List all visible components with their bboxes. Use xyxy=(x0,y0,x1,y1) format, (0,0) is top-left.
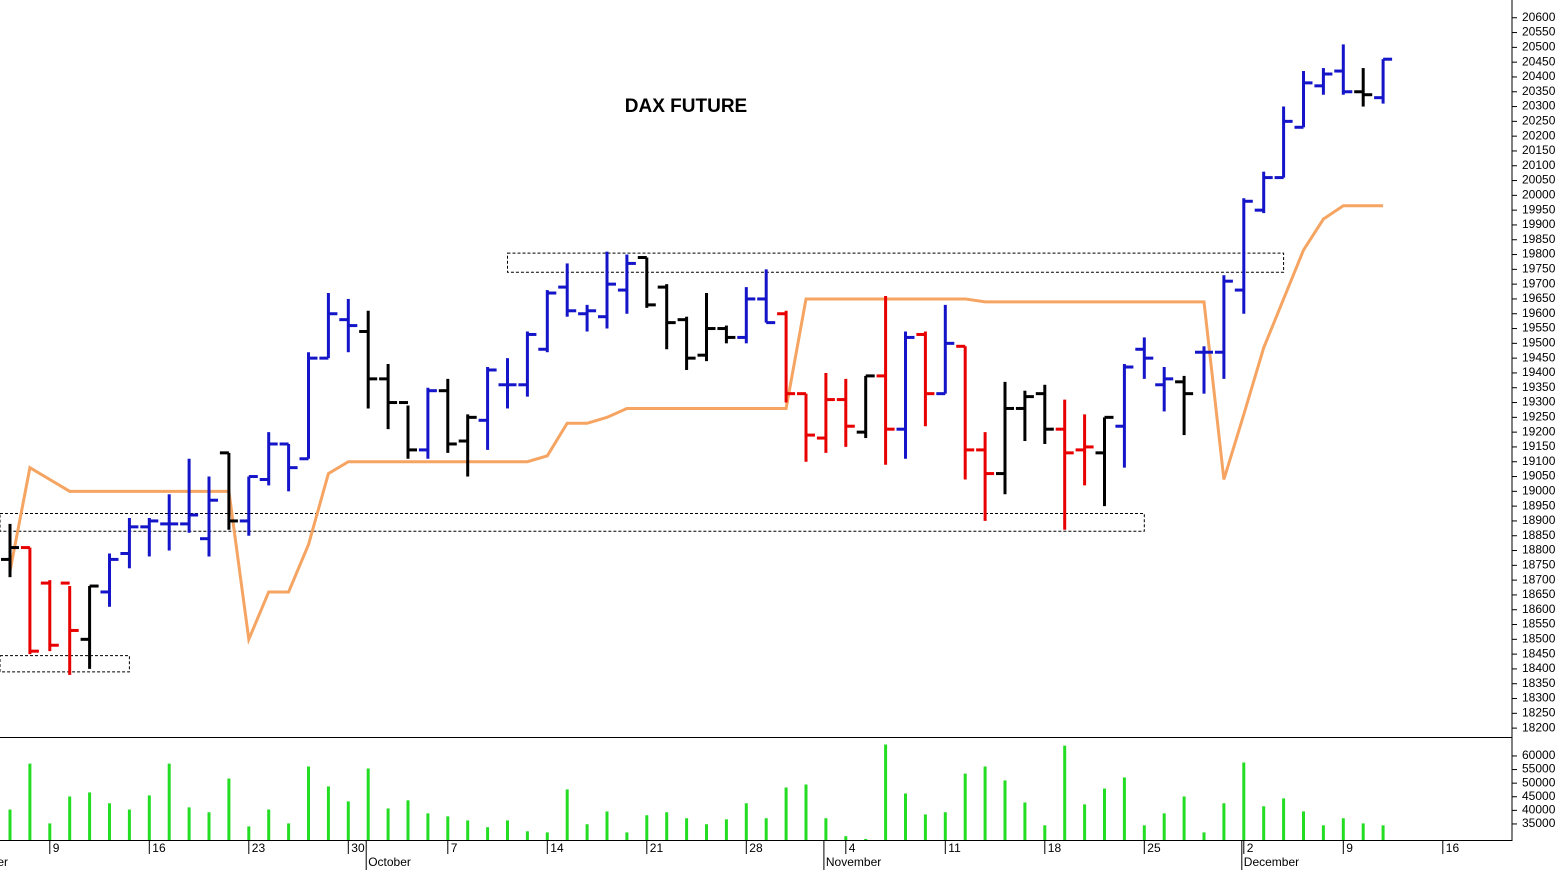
y-tick-label: 19250 xyxy=(1522,410,1556,424)
month-label: er xyxy=(0,855,8,869)
y-tick-label: 20150 xyxy=(1522,143,1556,157)
x-tick-label: 14 xyxy=(550,841,564,855)
y-tick-label: 18450 xyxy=(1522,646,1556,660)
y-tick-label: 20450 xyxy=(1522,54,1556,68)
volume-tick-label: 60000 xyxy=(1522,748,1556,762)
y-tick-label: 18800 xyxy=(1522,543,1556,557)
y-tick-label: 18650 xyxy=(1522,587,1556,601)
y-tick-label: 18850 xyxy=(1522,528,1556,542)
y-tick-label: 19950 xyxy=(1522,202,1556,216)
y-tick-label: 18350 xyxy=(1522,676,1556,690)
y-tick-label: 19400 xyxy=(1522,365,1556,379)
y-tick-label: 18200 xyxy=(1522,720,1556,734)
y-tick-label: 19800 xyxy=(1522,247,1556,261)
chart-title: DAX FUTURE xyxy=(625,96,747,117)
y-tick-label: 18600 xyxy=(1522,602,1556,616)
y-tick-label: 20250 xyxy=(1522,114,1556,128)
y-tick-label: 18750 xyxy=(1522,558,1556,572)
y-tick-label: 19550 xyxy=(1522,321,1556,335)
x-tick-label: 16 xyxy=(1446,841,1460,855)
y-tick-label: 19200 xyxy=(1522,424,1556,438)
y-tick-label: 20100 xyxy=(1522,158,1556,172)
stop-line xyxy=(8,204,1384,645)
month-label: December xyxy=(1244,855,1299,869)
x-tick-label: 28 xyxy=(749,841,763,855)
x-tick-label: 9 xyxy=(1346,841,1353,855)
y-tick-label: 19050 xyxy=(1522,469,1556,483)
x-tick-label: 21 xyxy=(650,841,664,855)
zone xyxy=(507,252,1285,273)
x-tick-label: 2 xyxy=(1247,841,1254,855)
volume-tick-label: 45000 xyxy=(1522,789,1556,803)
y-tick-label: 19500 xyxy=(1522,336,1556,350)
y-tick-label: 20350 xyxy=(1522,84,1556,98)
volume-tick-label: 50000 xyxy=(1522,775,1556,789)
y-tick-label: 18300 xyxy=(1522,691,1556,705)
month-label: November xyxy=(826,855,881,869)
x-tick-label: 25 xyxy=(1147,841,1161,855)
x-tick-label: 23 xyxy=(252,841,266,855)
y-tick-label: 18900 xyxy=(1522,513,1556,527)
x-tick-label: 16 xyxy=(152,841,166,855)
y-tick-label: 18250 xyxy=(1522,705,1556,719)
y-tick-label: 18550 xyxy=(1522,617,1556,631)
x-tick-label: 18 xyxy=(1048,841,1062,855)
y-tick-label: 20200 xyxy=(1522,128,1556,142)
y-tick-label: 19600 xyxy=(1522,306,1556,320)
y-tick-label: 20000 xyxy=(1522,188,1556,202)
volume-tick-label: 40000 xyxy=(1522,803,1556,817)
x-tick-label: 9 xyxy=(53,841,60,855)
month-label: October xyxy=(368,855,411,869)
x-tick-label: 30 xyxy=(351,841,365,855)
y-tick-label: 19750 xyxy=(1522,262,1556,276)
y-tick-label: 19350 xyxy=(1522,380,1556,394)
x-tick-label: 4 xyxy=(849,841,856,855)
y-tick-label: 19450 xyxy=(1522,350,1556,364)
x-tick-label: 11 xyxy=(948,841,961,855)
y-tick-label: 19000 xyxy=(1522,484,1556,498)
volume-tick-label: 55000 xyxy=(1522,762,1556,776)
zone xyxy=(0,513,1145,532)
y-tick-label: 19700 xyxy=(1522,276,1556,290)
y-tick-label: 20550 xyxy=(1522,25,1556,39)
y-tick-label: 20600 xyxy=(1522,10,1556,24)
y-tick-label: 19100 xyxy=(1522,454,1556,468)
y-tick-label: 20300 xyxy=(1522,99,1556,113)
y-tick-label: 19150 xyxy=(1522,439,1556,453)
y-tick-label: 19900 xyxy=(1522,217,1556,231)
y-tick-label: 20050 xyxy=(1522,173,1556,187)
y-tick-label: 18500 xyxy=(1522,631,1556,645)
y-tick-label: 18400 xyxy=(1522,661,1556,675)
volume-tick-label: 35000 xyxy=(1522,816,1556,830)
x-tick-label: 7 xyxy=(451,841,458,855)
y-tick-label: 19300 xyxy=(1522,395,1556,409)
y-tick-label: 19850 xyxy=(1522,232,1556,246)
y-tick-label: 20500 xyxy=(1522,40,1556,54)
y-tick-label: 19650 xyxy=(1522,291,1556,305)
y-tick-label: 18700 xyxy=(1522,572,1556,586)
zone xyxy=(0,655,130,673)
y-tick-label: 20400 xyxy=(1522,69,1556,83)
y-tick-label: 18950 xyxy=(1522,498,1556,512)
